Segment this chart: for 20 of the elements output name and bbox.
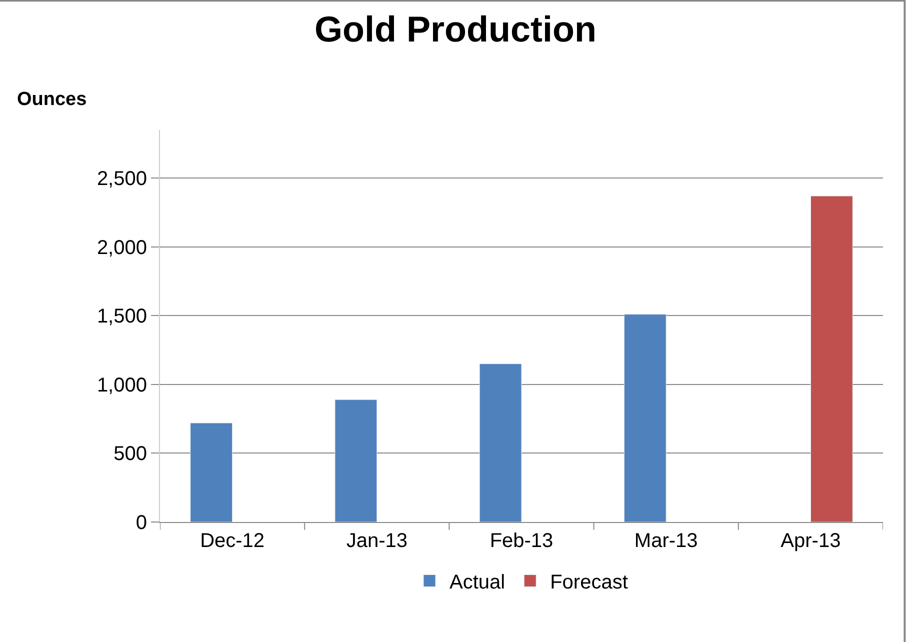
legend-label: Forecast [550,572,628,594]
y-tick-label: 0 [136,512,147,534]
y-tick-label: 2,500 [96,168,147,190]
x-tick-label: Feb-13 [490,530,554,552]
bar [334,399,378,522]
bar [479,364,522,522]
y-axis-title: Ounces [17,89,87,110]
legend-label: Actual [450,572,506,594]
bar [190,422,233,522]
bar [624,314,666,522]
y-tick-label: 1,500 [96,306,147,328]
x-tick-label: Jan-13 [346,530,408,552]
y-tick-label: 1,000 [96,374,147,396]
chart-title: Gold Production [314,8,596,50]
y-tick-label: 2,000 [96,236,147,259]
x-tick-label: Mar-13 [634,530,698,552]
x-tick-label: Apr-13 [780,530,841,552]
y-tick-label: 500 [114,443,147,466]
bar [810,196,853,522]
x-tick-label: Dec-12 [200,530,265,552]
